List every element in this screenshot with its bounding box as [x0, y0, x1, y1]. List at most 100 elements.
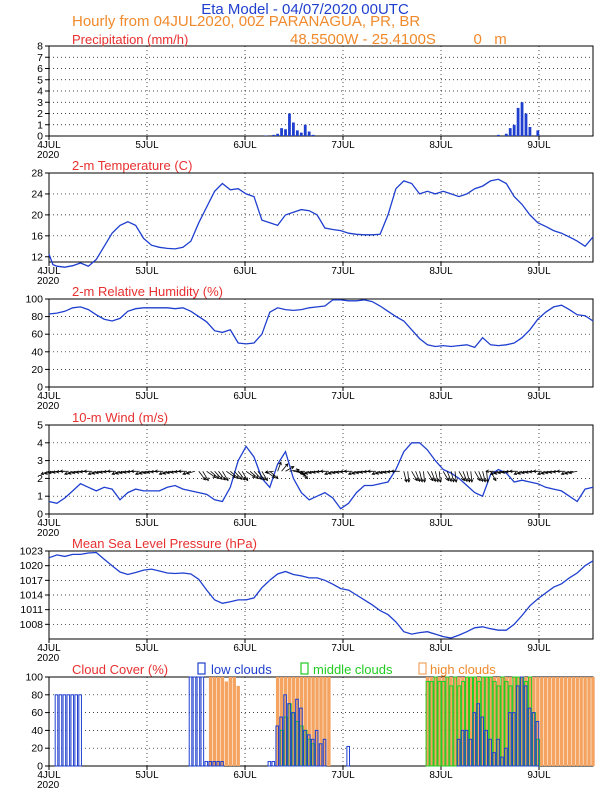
x-tick-label: 4JUL [37, 643, 61, 654]
wind-arrowhead [177, 469, 182, 474]
precip-bar [504, 133, 508, 136]
wind-arrowhead [284, 463, 289, 467]
x-tick-label: 8JUL [429, 140, 453, 151]
low-cloud-bar [196, 676, 201, 767]
high-cloud-bar [212, 677, 217, 766]
wind-arrowhead [162, 471, 167, 475]
low-cloud-bar [464, 729, 469, 767]
wind-arrowhead [150, 469, 154, 474]
legend-high-swatch [418, 662, 427, 675]
high-cloud-bar [575, 677, 579, 766]
wind-arrowhead [485, 479, 490, 483]
low-cloud-bar [456, 738, 461, 767]
wind-arrowhead [386, 469, 391, 474]
precip-bar [292, 122, 295, 136]
wind-arrow [222, 471, 229, 481]
wind-arrowhead [173, 469, 178, 474]
low-cloud-bar [515, 685, 520, 767]
x-tick-label: 8JUL [429, 770, 453, 781]
wind-arrowhead [154, 469, 158, 474]
wind-arrowhead [274, 475, 279, 479]
y-tick-label: 4 [37, 437, 43, 449]
x-tick-label: 7JUL [331, 518, 355, 529]
chart-title: Eta Model - 04/07/2020 00UTC [201, 1, 409, 18]
mid-cloud-bar [433, 676, 438, 767]
wind-arrowhead [564, 471, 569, 475]
wind-arrowhead [79, 469, 83, 474]
mid-cloud-bar [425, 680, 430, 767]
wind-arrow [372, 470, 381, 475]
wind-arrowhead [355, 470, 360, 475]
wind-arrowhead [568, 470, 573, 475]
x-tick-label: 4JUL [37, 518, 61, 529]
wind-arrowhead [556, 469, 560, 474]
wind-arrow [253, 471, 262, 480]
low-cloud-bar [62, 694, 67, 767]
wind-arrow [269, 470, 279, 479]
x-year-label: 2020 [37, 401, 60, 412]
low-cloud-bar [58, 694, 63, 767]
wind-arrowhead [528, 469, 533, 474]
wind-arrowhead [71, 470, 76, 475]
low-cloud-bar [74, 694, 78, 767]
series-line [48, 551, 594, 639]
mid-cloud-bar [437, 680, 442, 767]
y-tick-label: 0 [37, 131, 43, 143]
precip-bar [524, 113, 528, 136]
x-tick-label: 6JUL [233, 518, 257, 529]
wind-arrowhead [261, 476, 265, 481]
pressure-panel: 1008 1011 1014 1017 1020 1023 4JUL 5JUL 6JUL 7JUL… [20, 546, 594, 664]
x-year-label: 2020 [37, 150, 60, 161]
humidity-panel: 0 20 40 60 80 100 4JUL 5JUL 6JUL 7JUL 8JUL 9JUL 2020 [25, 294, 594, 412]
y-tick-label: 60 [31, 329, 43, 341]
low-cloud-bar [200, 676, 205, 767]
wind-arrowhead [371, 471, 376, 475]
wind-arrowhead [138, 471, 143, 475]
high-cloud-bar [540, 677, 544, 766]
wind-arrow [446, 471, 452, 482]
high-cloud-bar [228, 677, 233, 766]
wind-arrowhead [406, 479, 411, 483]
wind-arrow [537, 470, 546, 475]
wind-arrowhead [382, 470, 387, 474]
high-cloud-bar [307, 677, 311, 766]
wind-arrowhead [146, 470, 151, 474]
wind-arrow [206, 470, 216, 478]
wind-arrow [186, 470, 195, 474]
high-cloud-bar [283, 677, 288, 766]
x-tick-label: 4JUL [37, 770, 61, 781]
wind-arrow [423, 471, 426, 483]
low-cloud-bar [283, 694, 287, 767]
high-cloud-bar [315, 677, 319, 766]
high-cloud-bar [220, 677, 225, 766]
wind-arrow [411, 471, 418, 481]
wind-arrowhead [417, 478, 421, 483]
low-cloud-bar [208, 761, 213, 767]
x-year-label: 2020 [37, 528, 60, 539]
y-tick-label: 80 [31, 311, 43, 323]
y-tick-label: 4 [37, 86, 43, 98]
wind-arrowhead [238, 476, 243, 480]
y-tick-label: 8 [37, 41, 43, 53]
precip-bar [516, 107, 520, 136]
high-cloud-bar [583, 677, 587, 766]
wind-arrowhead [244, 477, 249, 482]
precip-bar [299, 132, 303, 136]
low-cloud-bar [78, 694, 82, 767]
x-tick-label: 7JUL [331, 140, 355, 151]
wind-arrowhead [480, 478, 484, 483]
wind-arrowhead [114, 471, 119, 475]
x-tick-label: 5JUL [135, 643, 159, 654]
high-cloud-bar [496, 677, 501, 766]
y-tick-label: 40 [31, 346, 43, 358]
x-year-label: 2020 [37, 276, 60, 287]
wind-arrowhead [517, 471, 521, 475]
low-cloud-bar [220, 761, 224, 767]
low-cloud-bar [291, 712, 295, 767]
x-tick-label: 5JUL [135, 770, 159, 781]
x-tick-label: 9JUL [527, 391, 551, 402]
wind-arrowhead [351, 471, 356, 475]
high-cloud-bar [547, 677, 552, 766]
wind-arrow [230, 470, 239, 479]
wind-arrowhead [520, 470, 525, 475]
